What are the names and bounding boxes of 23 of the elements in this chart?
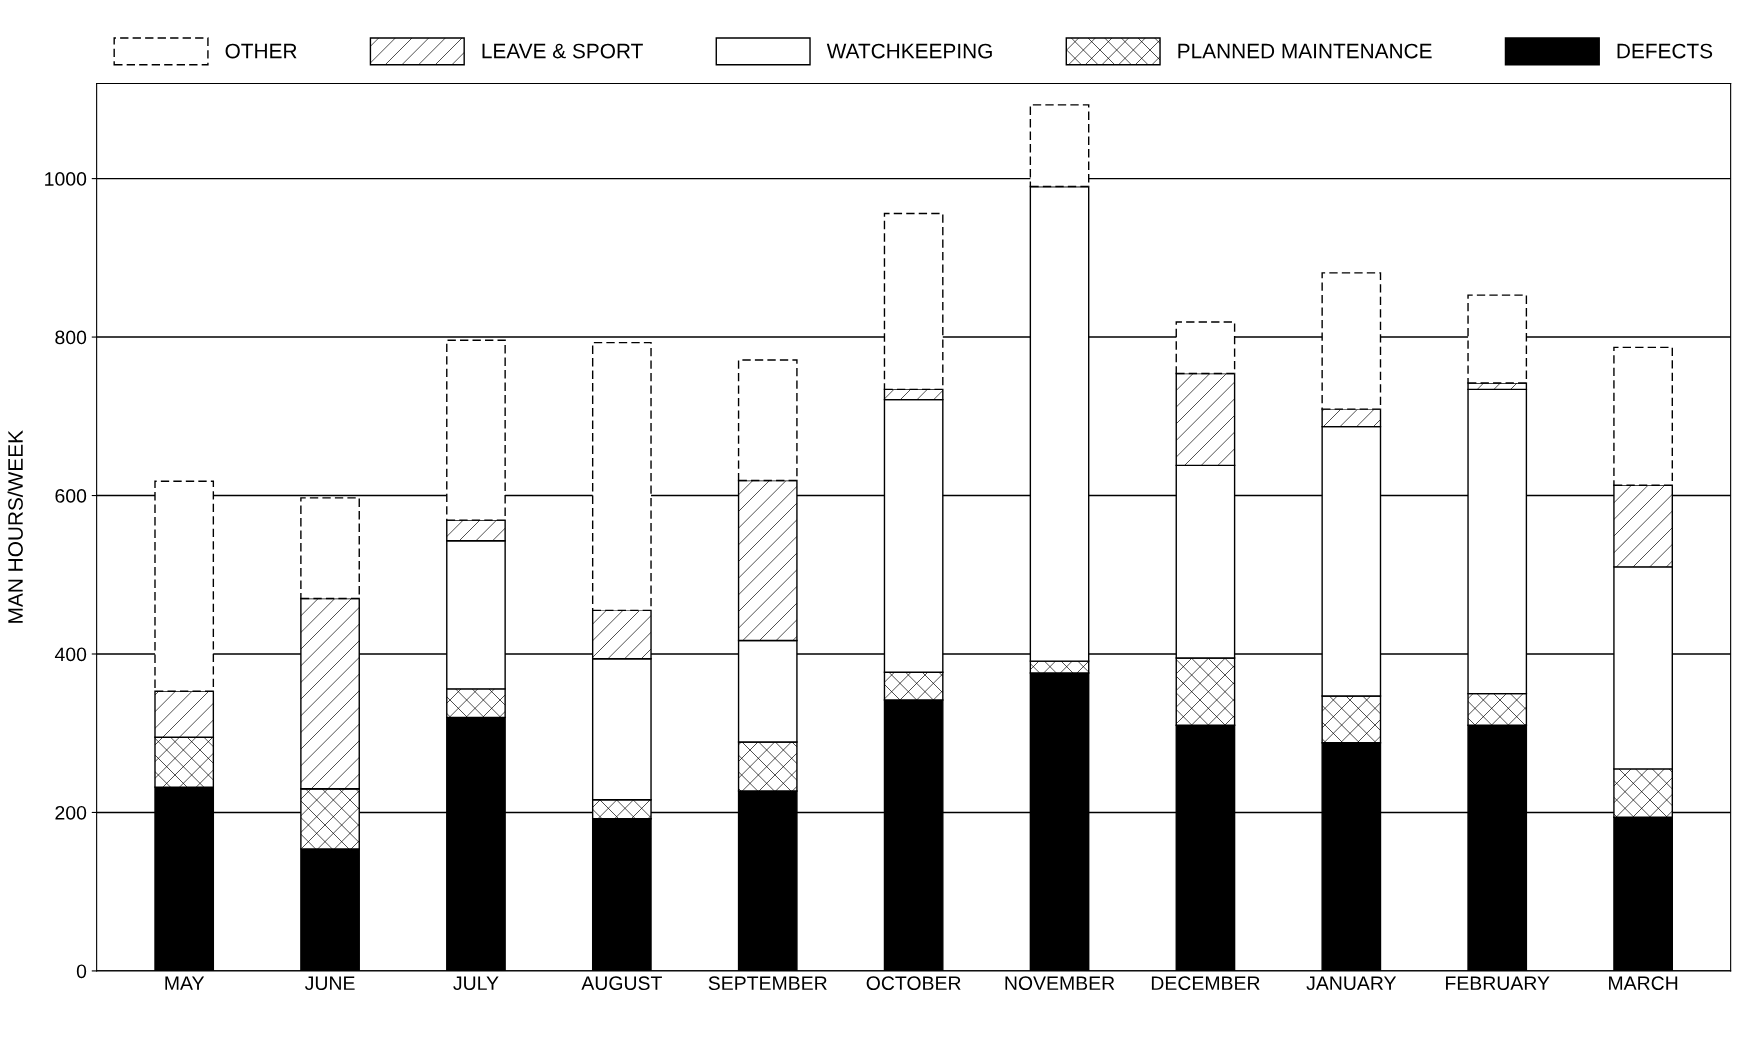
legend-label: WATCHKEEPING <box>826 43 992 59</box>
y-tick-label: 600 <box>55 489 87 503</box>
x-tick-label: DECEMBER <box>1151 976 1260 991</box>
x-tick-label: MARCH <box>1609 976 1678 991</box>
x-tick-label: MAY <box>165 976 205 990</box>
y-tick-label: 400 <box>54 647 87 662</box>
legend-label: OTHER <box>225 43 297 59</box>
y-tick-label: 200 <box>55 805 87 820</box>
x-tick-label: JANUARY <box>1306 976 1397 991</box>
y-tick-label: 0 <box>76 964 87 979</box>
legend-label: DEFECTS <box>1617 43 1713 59</box>
x-tick-label: AUGUST <box>581 976 662 991</box>
legend-label: PLANNED MAINTENANCE <box>1178 43 1432 59</box>
x-tick-label: JUNE <box>304 976 355 991</box>
x-tick-label: JULY <box>453 976 499 991</box>
x-tick-label: SEPTEMBER <box>708 976 827 991</box>
y-tick-label: 1000 <box>45 172 87 186</box>
x-tick-label: NOVEMBER <box>1005 976 1115 991</box>
y-axis-title: MAN HOURS/WEEK <box>7 430 23 623</box>
x-tick-label: FEBRUARY <box>1446 976 1550 991</box>
y-tick-label: 800 <box>55 330 87 345</box>
x-tick-label: OCTOBER <box>866 976 961 991</box>
legend-label: LEAVE & SPORT <box>482 43 643 59</box>
